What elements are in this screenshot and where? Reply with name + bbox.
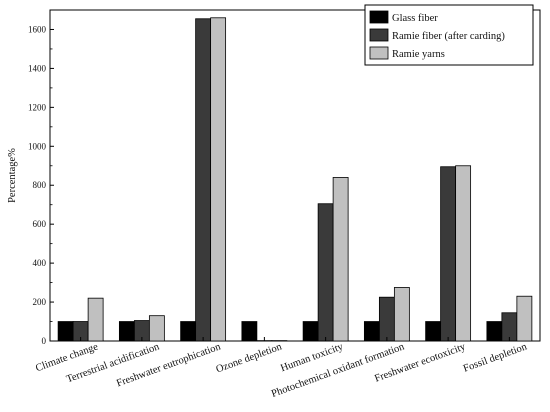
y-tick-label: 200 bbox=[33, 297, 47, 307]
y-tick-label: 1000 bbox=[28, 141, 47, 151]
y-tick-label: 1600 bbox=[28, 24, 47, 34]
bar-glass-fiber-4 bbox=[302, 321, 319, 342]
bar-ramie-yarns-4 bbox=[332, 177, 349, 342]
axes bbox=[49, 9, 541, 342]
y-tick-label: 1400 bbox=[28, 63, 47, 73]
bar-glass-fiber-7 bbox=[486, 321, 503, 342]
bar-glass-fiber-5 bbox=[363, 321, 380, 342]
category-label: Fossil depletion bbox=[462, 341, 529, 374]
y-ticks: 0 200 400 600 800 1000 1200 1400 1600 bbox=[28, 24, 54, 346]
bar-glass-fiber-2 bbox=[180, 321, 197, 342]
legend-label: Glass fiber bbox=[392, 13, 438, 24]
y-axis-label: Percentage% bbox=[7, 148, 18, 203]
y-tick-label: 400 bbox=[33, 258, 47, 268]
bar-glass-fiber-0 bbox=[57, 321, 74, 342]
legend-label: Ramie fiber (after carding) bbox=[392, 31, 505, 42]
plot-frame bbox=[49, 9, 541, 342]
y-tick-label: 1200 bbox=[28, 102, 47, 112]
legend-swatch bbox=[369, 10, 389, 24]
bar-ramie-fiber-after-carding--5 bbox=[378, 296, 395, 342]
bar-glass-fiber-3 bbox=[241, 321, 258, 342]
bar-ramie-yarns-6 bbox=[455, 165, 472, 342]
bar-glass-fiber-6 bbox=[425, 321, 442, 342]
bar-ramie-fiber-after-carding--6 bbox=[440, 166, 457, 342]
y-tick-label: 600 bbox=[33, 219, 47, 229]
category-label: Freshwater eutrophication bbox=[115, 341, 223, 389]
bar-ramie-fiber-after-carding--4 bbox=[317, 203, 334, 342]
legend-label: Ramie yarns bbox=[392, 49, 445, 60]
bars bbox=[57, 17, 533, 342]
bar-glass-fiber-1 bbox=[118, 321, 135, 342]
legend-box bbox=[364, 4, 534, 66]
y-tick-label: 0 bbox=[42, 336, 47, 346]
bar-ramie-yarns-5 bbox=[393, 287, 410, 342]
legend-swatch bbox=[369, 46, 389, 60]
bar-ramie-yarns-1 bbox=[148, 315, 165, 342]
bar-ramie-fiber-after-carding--7 bbox=[501, 312, 518, 342]
bar-ramie-yarns-7 bbox=[516, 295, 533, 342]
category-label: Ozone depletion bbox=[215, 341, 284, 375]
bar-ramie-yarns-0 bbox=[87, 297, 104, 342]
y-tick-label: 800 bbox=[33, 180, 47, 190]
legend-swatch bbox=[369, 28, 389, 42]
bar-ramie-yarns-2 bbox=[210, 17, 227, 342]
bar-ramie-fiber-after-carding--2 bbox=[195, 18, 212, 342]
legend: Glass fiber Ramie fiber (after carding) Ra… bbox=[364, 4, 534, 66]
